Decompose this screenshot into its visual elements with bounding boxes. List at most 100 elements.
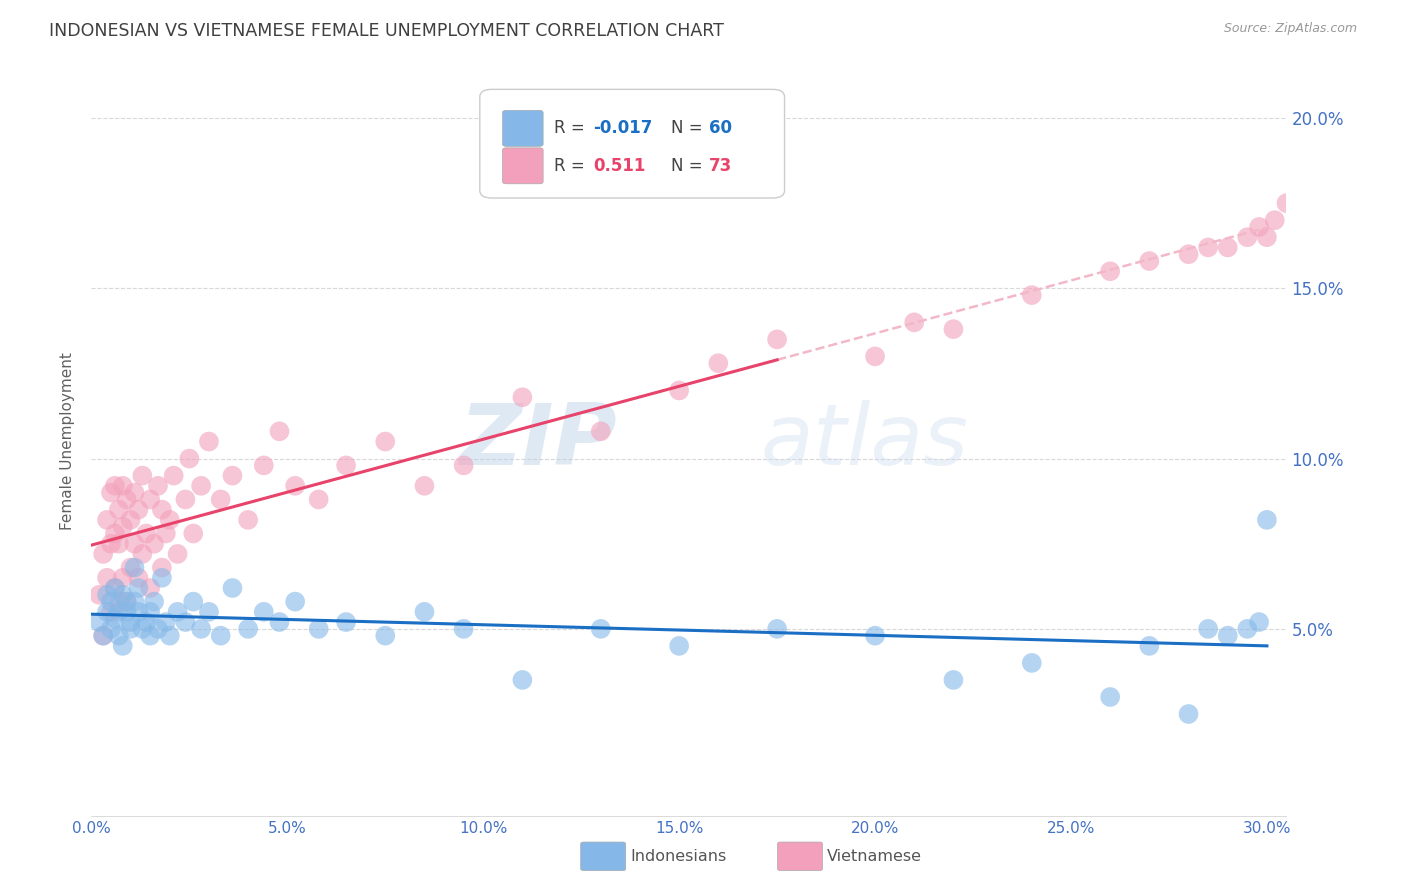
Point bbox=[96, 605, 118, 619]
Point bbox=[96, 588, 118, 602]
Point bbox=[236, 513, 259, 527]
Point bbox=[374, 629, 396, 643]
Point bbox=[413, 479, 436, 493]
Point bbox=[143, 537, 166, 551]
Point bbox=[135, 526, 157, 541]
Text: 60: 60 bbox=[709, 120, 733, 137]
Point bbox=[236, 622, 259, 636]
Point bbox=[127, 581, 149, 595]
Point bbox=[108, 594, 131, 608]
Point bbox=[108, 502, 131, 516]
Point bbox=[1021, 288, 1043, 302]
Point bbox=[589, 622, 612, 636]
Point bbox=[253, 458, 276, 473]
Text: N =: N = bbox=[671, 120, 707, 137]
FancyBboxPatch shape bbox=[479, 89, 785, 198]
Point bbox=[159, 629, 181, 643]
Point bbox=[1177, 247, 1199, 261]
Point bbox=[335, 615, 357, 629]
FancyBboxPatch shape bbox=[502, 111, 543, 146]
Point bbox=[1247, 219, 1270, 234]
Point bbox=[174, 492, 197, 507]
Point bbox=[143, 594, 166, 608]
Point bbox=[89, 615, 111, 629]
Point bbox=[111, 479, 134, 493]
Point bbox=[111, 519, 134, 533]
Point bbox=[104, 581, 127, 595]
Point bbox=[146, 479, 169, 493]
Point bbox=[139, 605, 162, 619]
Point bbox=[1177, 706, 1199, 721]
Point bbox=[181, 594, 204, 608]
Point bbox=[1275, 196, 1298, 211]
Point bbox=[766, 332, 789, 346]
Point bbox=[1099, 690, 1122, 704]
Point bbox=[120, 615, 142, 629]
Point bbox=[181, 526, 204, 541]
Point bbox=[120, 560, 142, 574]
Text: ZIP: ZIP bbox=[460, 400, 617, 483]
Point bbox=[1216, 240, 1239, 254]
Point bbox=[1197, 622, 1219, 636]
Point bbox=[115, 594, 138, 608]
Point bbox=[1197, 240, 1219, 254]
Text: Indonesians: Indonesians bbox=[630, 849, 725, 863]
Point bbox=[166, 547, 188, 561]
Point bbox=[179, 451, 201, 466]
Point bbox=[104, 479, 127, 493]
Point bbox=[942, 673, 965, 687]
Point bbox=[1137, 254, 1160, 268]
Point bbox=[209, 492, 232, 507]
Point bbox=[668, 639, 690, 653]
Point bbox=[139, 629, 162, 643]
Point bbox=[89, 588, 111, 602]
Point bbox=[209, 629, 232, 643]
Point bbox=[127, 571, 149, 585]
Text: INDONESIAN VS VIETNAMESE FEMALE UNEMPLOYMENT CORRELATION CHART: INDONESIAN VS VIETNAMESE FEMALE UNEMPLOY… bbox=[49, 22, 724, 40]
Point bbox=[131, 468, 153, 483]
Point bbox=[453, 458, 475, 473]
Point bbox=[284, 594, 307, 608]
Point bbox=[91, 629, 114, 643]
Point bbox=[1236, 622, 1258, 636]
Text: atlas: atlas bbox=[761, 400, 969, 483]
Text: N =: N = bbox=[671, 157, 707, 175]
Point bbox=[100, 622, 122, 636]
Point bbox=[104, 526, 127, 541]
Point bbox=[221, 468, 243, 483]
Point bbox=[108, 605, 131, 619]
Point bbox=[124, 485, 146, 500]
Point bbox=[253, 605, 276, 619]
Point bbox=[308, 492, 330, 507]
Point bbox=[96, 571, 118, 585]
Point bbox=[1264, 213, 1286, 227]
Point bbox=[146, 622, 169, 636]
Text: Vietnamese: Vietnamese bbox=[827, 849, 922, 863]
Point bbox=[766, 622, 789, 636]
Text: R =: R = bbox=[554, 120, 591, 137]
Point bbox=[135, 615, 157, 629]
Point bbox=[100, 605, 122, 619]
Point bbox=[120, 513, 142, 527]
Point bbox=[120, 622, 142, 636]
Text: 73: 73 bbox=[709, 157, 733, 175]
Point bbox=[131, 547, 153, 561]
Point bbox=[269, 425, 291, 439]
Point bbox=[91, 629, 114, 643]
Point bbox=[111, 588, 134, 602]
Point bbox=[190, 622, 212, 636]
Y-axis label: Female Unemployment: Female Unemployment bbox=[60, 352, 76, 531]
Point bbox=[131, 622, 153, 636]
Point bbox=[453, 622, 475, 636]
Point bbox=[512, 673, 534, 687]
Point bbox=[166, 605, 188, 619]
Point bbox=[91, 547, 114, 561]
Point bbox=[335, 458, 357, 473]
Point bbox=[198, 605, 221, 619]
Point bbox=[124, 594, 146, 608]
Point bbox=[903, 315, 925, 329]
Point bbox=[159, 513, 181, 527]
Text: R =: R = bbox=[554, 157, 595, 175]
Point bbox=[139, 581, 162, 595]
Point bbox=[104, 612, 127, 626]
